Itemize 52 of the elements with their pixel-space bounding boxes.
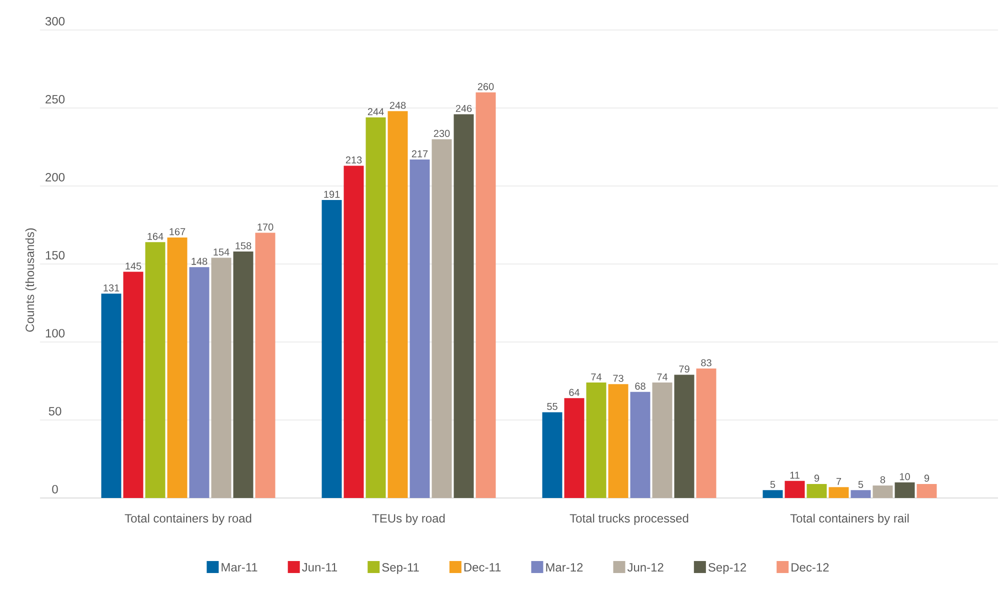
- y-tick-label: 200: [46, 172, 65, 182]
- data-label: 170: [258, 224, 274, 231]
- legend-label: Jun-11: [302, 563, 338, 572]
- data-label: 164: [148, 232, 164, 240]
- data-label: 55: [547, 403, 558, 410]
- data-label: 248: [390, 102, 406, 109]
- data-label: 213: [346, 156, 362, 164]
- x-tick-label: Total containers by rail: [790, 514, 909, 525]
- y-tick-label: 0: [52, 484, 58, 494]
- data-label: 158: [236, 242, 252, 250]
- data-label: 5: [770, 481, 776, 488]
- data-label: 10: [900, 473, 910, 480]
- data-label: 11: [790, 472, 800, 479]
- data-label: 191: [324, 190, 340, 198]
- legend-label: Dec-12: [792, 563, 829, 572]
- x-tick-label: TEUs by road: [372, 514, 445, 525]
- data-label: 154: [214, 248, 230, 256]
- x-tick-label: Total containers by road: [124, 514, 252, 525]
- data-label: 5: [858, 481, 864, 488]
- y-tick-label: 300: [45, 16, 65, 26]
- legend-label: Mar-11: [222, 563, 258, 572]
- y-tick-label: 50: [48, 406, 62, 416]
- data-label: 79: [679, 365, 690, 373]
- legend-label: Sep-12: [708, 563, 746, 574]
- data-label: 83: [701, 359, 712, 366]
- legend-label: Jun-12: [627, 563, 664, 572]
- data-label: 9: [814, 474, 820, 482]
- y-tick-label: 150: [46, 250, 65, 260]
- data-label: 64: [569, 388, 580, 396]
- data-label: 73: [613, 374, 624, 382]
- data-label: 7: [836, 478, 842, 485]
- data-label: 230: [434, 130, 450, 137]
- y-axis-title: Counts (thousands): [25, 228, 36, 332]
- data-label: 217: [412, 150, 428, 158]
- y-tick-label: 100: [46, 328, 65, 338]
- legend-label: Mar-12: [546, 563, 583, 572]
- data-label: 131: [104, 284, 120, 292]
- data-label: 244: [368, 108, 384, 116]
- legend-label: Dec-11: [464, 563, 501, 572]
- data-label: 167: [170, 228, 186, 236]
- data-label: 260: [478, 83, 494, 90]
- legend-label: Sep-11: [382, 563, 419, 574]
- data-label: 246: [456, 104, 472, 112]
- data-label: 148: [192, 258, 208, 265]
- data-label: 145: [126, 262, 142, 270]
- data-label: 68: [635, 382, 646, 390]
- x-tick-label: Total trucks processed: [570, 514, 688, 525]
- data-label: 74: [657, 373, 668, 380]
- data-label: 74: [591, 373, 602, 380]
- data-label: 8: [880, 476, 886, 484]
- y-tick-label: 250: [46, 94, 65, 104]
- data-label: 9: [924, 474, 930, 482]
